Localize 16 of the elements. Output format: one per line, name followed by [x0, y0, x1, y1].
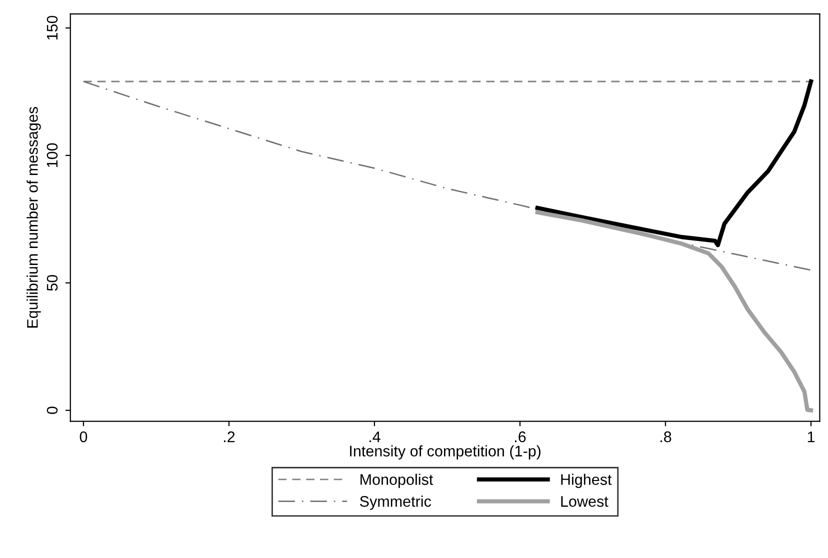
x-tick-label: 0	[80, 431, 88, 442]
y-tick-label: 150	[46, 16, 58, 40]
x-tick-label: .6	[515, 431, 526, 442]
x-tick-label: .4	[370, 432, 380, 442]
legend-label: Monopolist	[360, 474, 434, 488]
x-tick-label: .8	[660, 431, 672, 442]
y-tick-label: 100	[46, 143, 58, 167]
legend-label: Symmetric	[360, 496, 432, 510]
y-tick-label: 50	[46, 274, 58, 291]
legend-label: Lowest	[561, 496, 608, 507]
x-axis-title: Intensity of competition (1-p)	[350, 445, 540, 460]
y-tick-label: 0	[46, 406, 58, 414]
x-tick-label: 1	[808, 432, 814, 442]
legend-label: Highest	[561, 474, 612, 488]
x-tick-label: .2	[224, 431, 235, 442]
y-axis-title: Equilibrium number of messages	[26, 106, 41, 328]
